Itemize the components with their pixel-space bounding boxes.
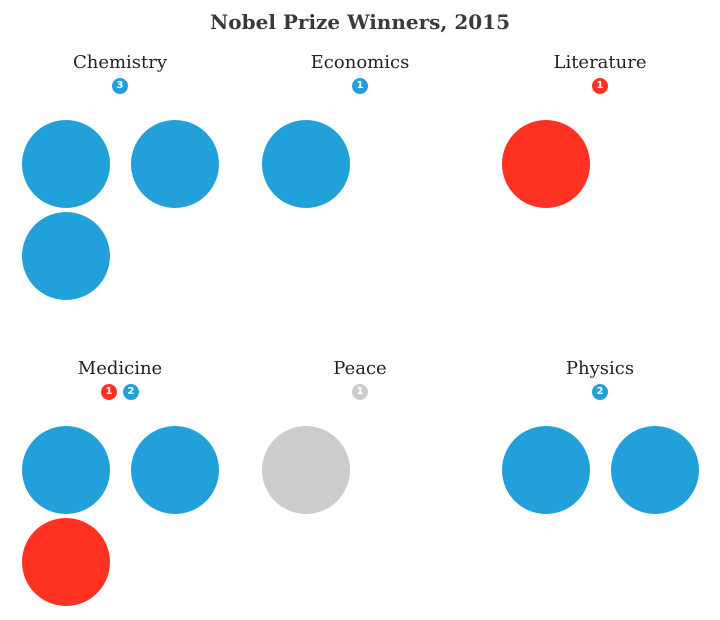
panel-title-literature: Literature xyxy=(553,52,647,73)
chart-title: Nobel Prize Winners, 2015 xyxy=(209,10,510,34)
winner-circle xyxy=(22,426,110,514)
badge-group-literature: 1 xyxy=(480,78,720,94)
winner-circle xyxy=(262,426,350,514)
count-badge: 1 xyxy=(352,78,368,94)
badge-group-physics: 2 xyxy=(480,384,720,400)
panel-title-chemistry: Chemistry xyxy=(72,52,168,73)
panel-title-peace: Peace xyxy=(333,358,387,379)
panel-title-physics: Physics xyxy=(565,358,635,379)
winner-circle xyxy=(22,212,110,300)
count-badge: 1 xyxy=(101,384,117,400)
winner-circle xyxy=(22,120,110,208)
count-badge: 1 xyxy=(592,78,608,94)
panel-title-medicine: Medicine xyxy=(77,358,163,379)
panel-title-economics: Economics xyxy=(310,52,410,73)
winner-circle xyxy=(611,426,699,514)
badge-group-chemistry: 3 xyxy=(0,78,240,94)
winner-circle xyxy=(131,120,219,208)
badge-group-economics: 1 xyxy=(240,78,480,94)
count-badge: 1 xyxy=(352,384,368,400)
winner-circle xyxy=(262,120,350,208)
winner-circle xyxy=(131,426,219,514)
count-badge: 3 xyxy=(112,78,128,94)
winner-circle xyxy=(502,120,590,208)
winner-circle xyxy=(502,426,590,514)
badge-group-peace: 1 xyxy=(240,384,480,400)
winner-circle xyxy=(22,518,110,606)
count-badge: 2 xyxy=(123,384,139,400)
count-badge: 2 xyxy=(592,384,608,400)
